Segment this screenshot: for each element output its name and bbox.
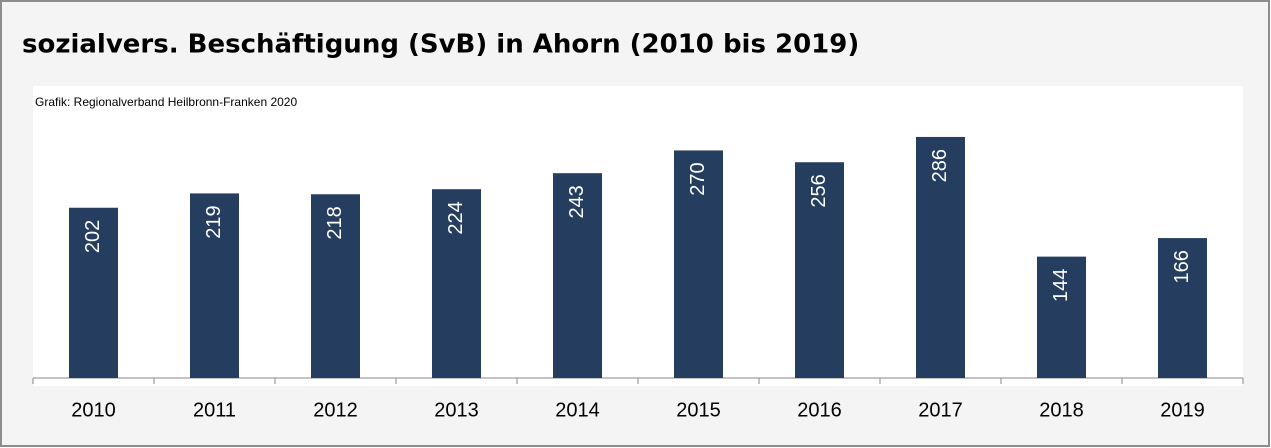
chart-subtitle: Grafik: Regionalverband Heilbronn-Franke… [35,95,297,109]
value-label: 202 [82,220,104,253]
x-tick-label: 2011 [193,399,236,421]
x-tick-label: 2017 [918,399,963,421]
bar [1158,238,1207,378]
x-tick-label: 2015 [676,399,721,421]
bar [674,150,723,378]
x-tick-label: 2014 [555,399,600,421]
value-label: 144 [1050,269,1072,302]
value-label: 224 [445,201,467,234]
x-tick-label: 2012 [313,399,358,421]
bar [432,189,481,378]
chart-title: sozialvers. Beschäftigung (SvB) in Ahorn… [22,30,859,60]
value-label: 286 [929,149,951,182]
value-label: 218 [324,206,346,239]
bar [190,193,239,378]
bar [1037,256,1086,378]
x-tick-label: 2016 [797,399,842,421]
x-tick-label: 2018 [1039,399,1084,421]
value-label: 166 [1171,250,1193,283]
bar [553,173,602,378]
value-label: 256 [808,174,830,207]
bar [311,194,360,378]
value-label: 243 [566,185,588,218]
x-tick-label: 2010 [71,399,116,421]
bar [69,207,118,378]
value-label: 219 [203,205,225,238]
x-tick-label: 2013 [434,399,479,421]
bar [916,136,965,378]
value-label: 270 [687,162,709,195]
x-tick-label: 2019 [1160,399,1205,421]
bar [795,162,844,378]
